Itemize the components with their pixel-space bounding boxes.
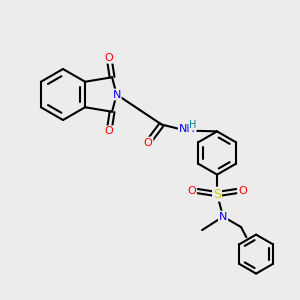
Text: NH: NH bbox=[179, 124, 196, 134]
Text: H: H bbox=[189, 119, 197, 130]
Text: N: N bbox=[219, 212, 227, 222]
Text: S: S bbox=[213, 188, 221, 201]
Text: O: O bbox=[105, 126, 113, 136]
Text: O: O bbox=[238, 186, 247, 196]
Text: O: O bbox=[144, 137, 152, 148]
Text: N: N bbox=[112, 89, 121, 100]
Text: O: O bbox=[187, 186, 196, 196]
Text: O: O bbox=[105, 53, 113, 63]
